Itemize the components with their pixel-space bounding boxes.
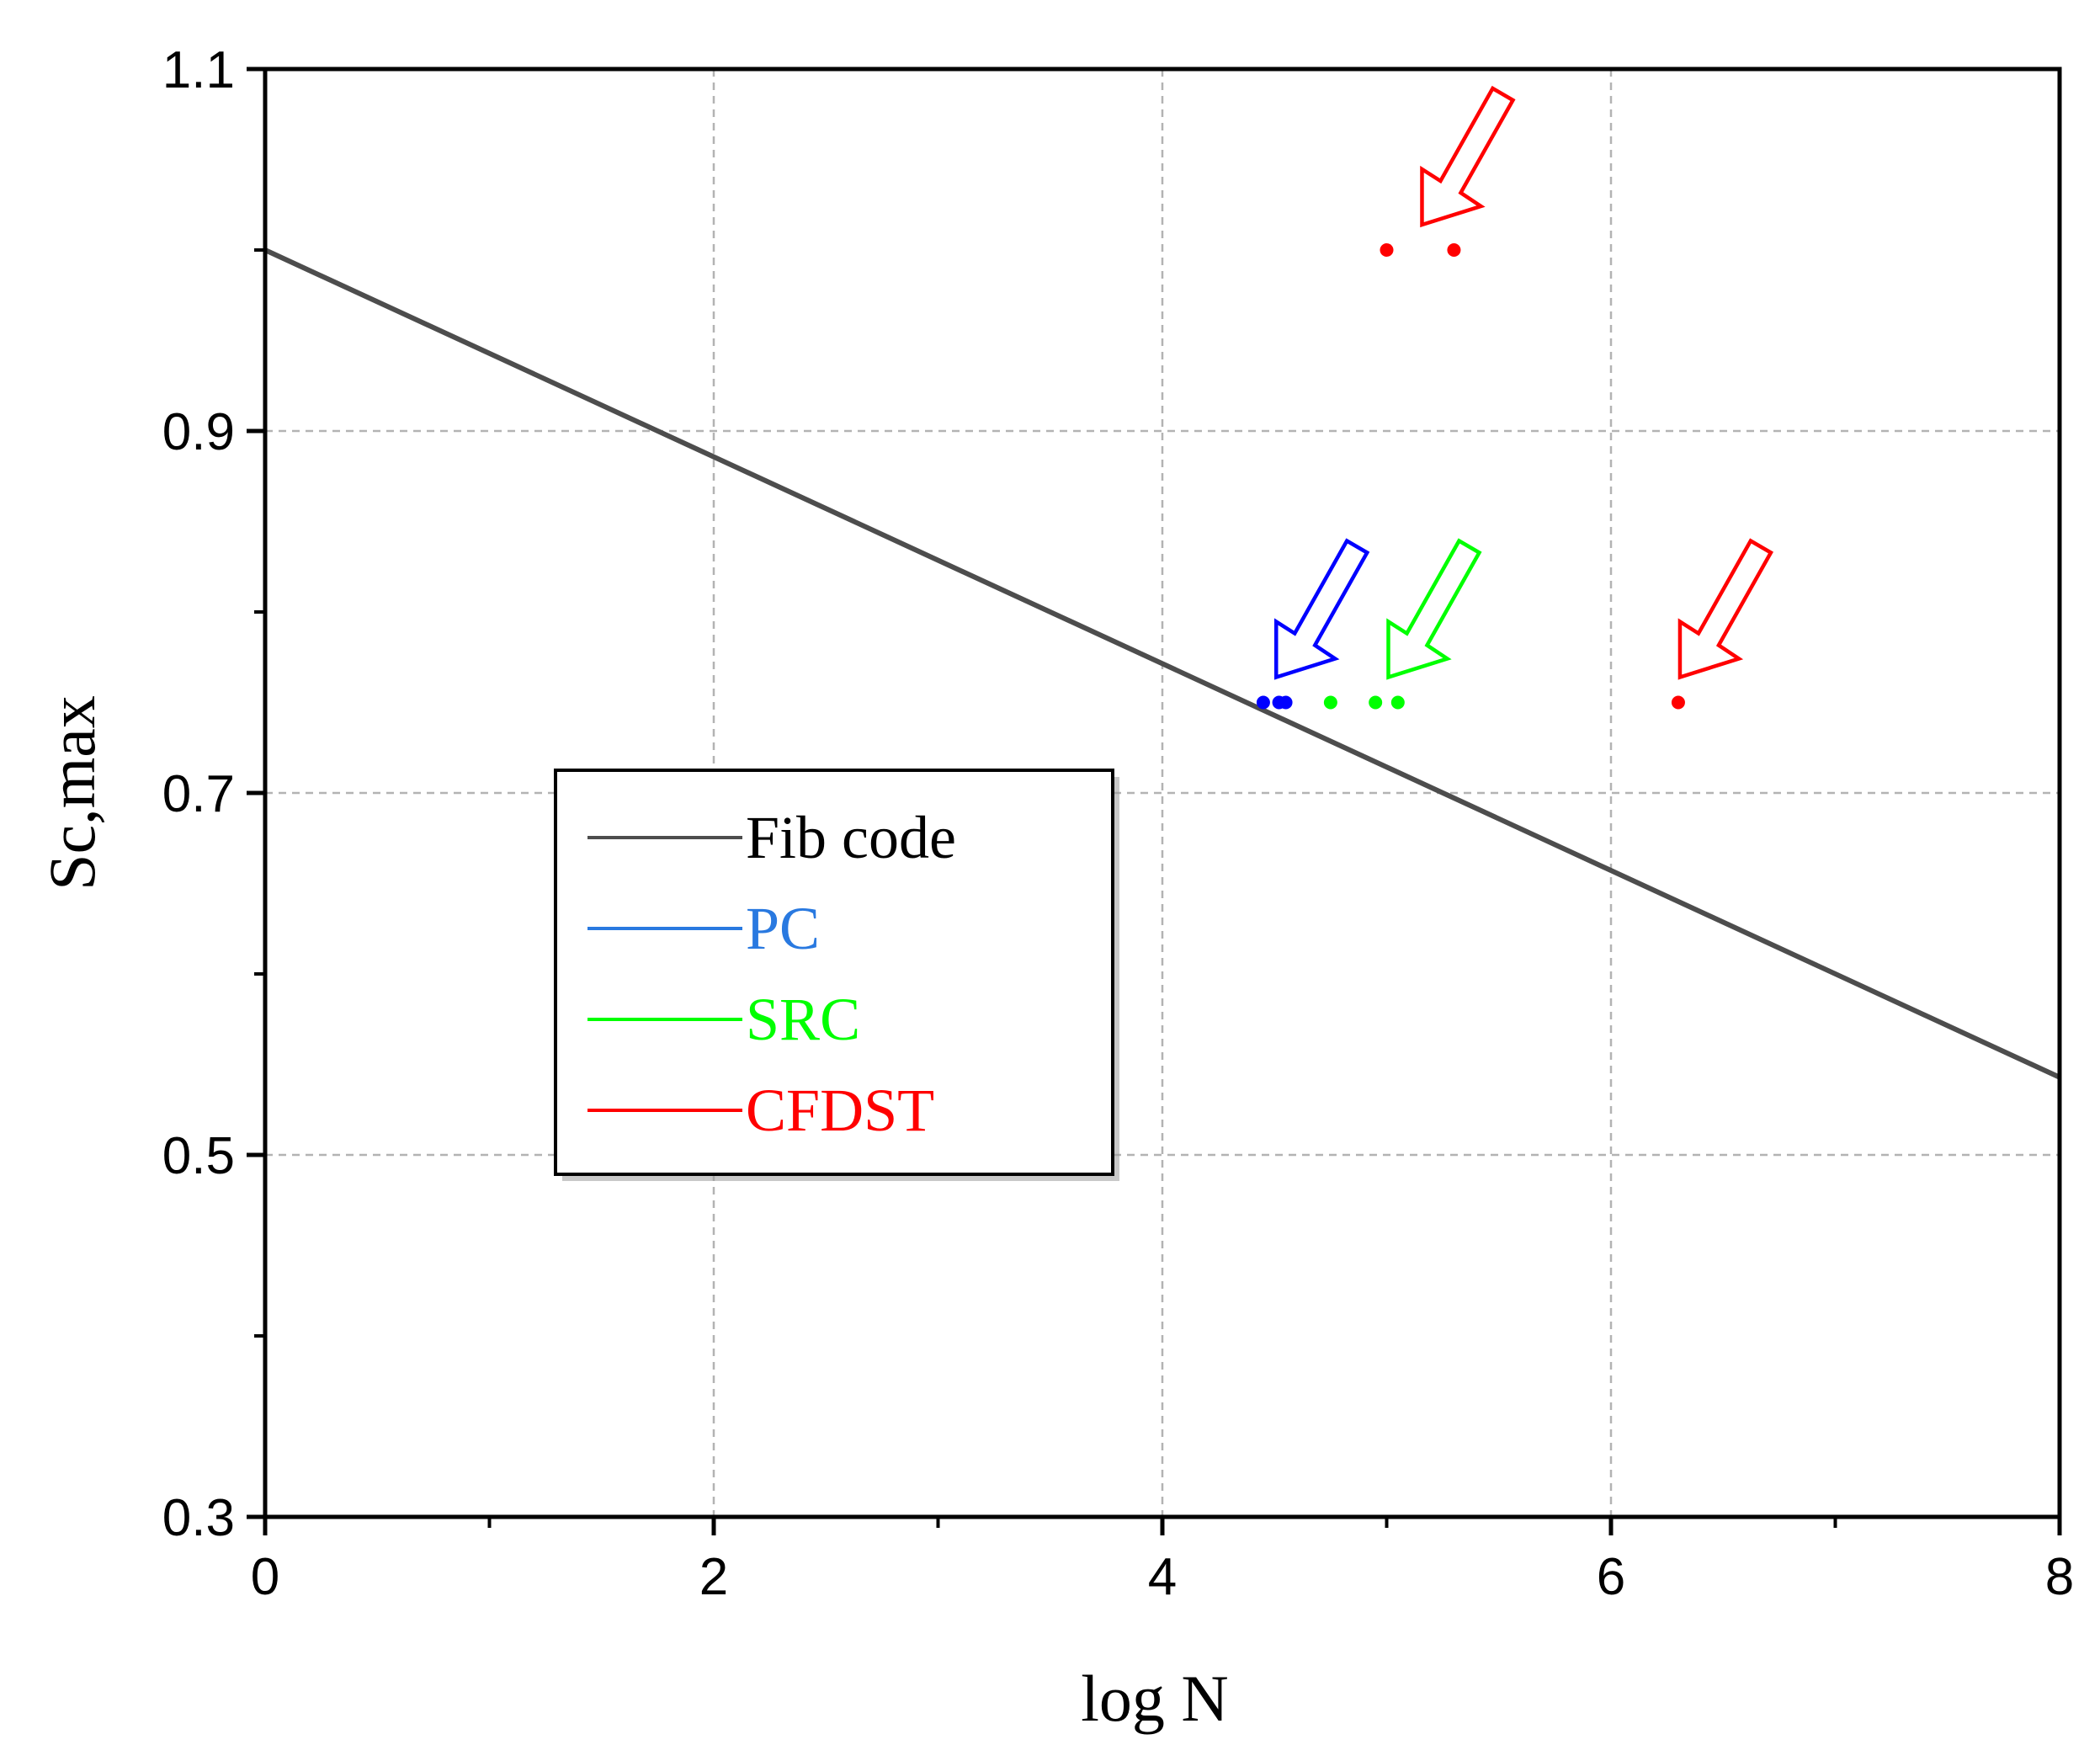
pc-point (1279, 695, 1293, 710)
y-axis-title: Sc,max (35, 695, 109, 891)
grid (265, 69, 2060, 1517)
x-tick-label: 6 (1597, 1548, 1625, 1606)
y-tick-label: 0.9 (162, 403, 235, 461)
x-tick-label: 4 (1148, 1548, 1177, 1606)
annotation-arrow (1386, 538, 1482, 680)
pc-point (1256, 695, 1270, 710)
annotation-arrows (1274, 85, 1773, 680)
x-tick-labels: 0 2 4 6 8 (251, 1548, 2074, 1606)
legend-label: PC (746, 895, 820, 962)
legend-label: Fib code (746, 804, 956, 871)
src-point (1323, 695, 1337, 710)
y-tick-label: 0.5 (162, 1127, 235, 1185)
legend-label: SRC (746, 986, 860, 1053)
fib-code-line-layer (263, 247, 2061, 1080)
axis-ticks (247, 67, 2062, 1535)
annotation-arrow (1274, 538, 1370, 680)
cfdst-point (1671, 695, 1685, 710)
x-tick-label: 0 (251, 1548, 279, 1606)
src-point (1390, 695, 1405, 710)
src-point (1369, 695, 1383, 710)
y-tick-label: 1.1 (162, 41, 235, 99)
cfdst-point (1380, 243, 1394, 257)
x-tick-label: 8 (2045, 1548, 2074, 1606)
x-axis-title: log N (1081, 1662, 1229, 1735)
legend: Fib code PC SRC CFDST (554, 769, 1119, 1181)
cfdst-point (1447, 243, 1461, 257)
data-points (1256, 243, 1685, 710)
legend-label: CFDST (746, 1077, 934, 1144)
y-tick-label: 0.7 (162, 765, 235, 823)
y-tick-labels: 0.3 0.5 0.7 0.9 1.1 (162, 41, 235, 1547)
annotation-arrow (1420, 85, 1516, 228)
y-tick-label: 0.3 (162, 1489, 235, 1547)
fib-code-line (263, 247, 2061, 1080)
x-tick-label: 2 (699, 1548, 728, 1606)
annotation-arrow (1677, 538, 1773, 680)
